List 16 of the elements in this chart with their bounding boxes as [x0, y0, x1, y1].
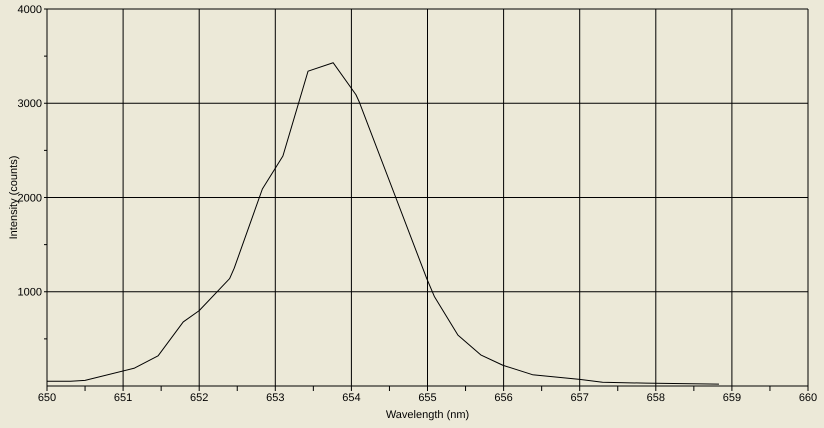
x-tick-label: 651 [114, 392, 132, 404]
x-tick-label: 652 [190, 392, 208, 404]
x-tick-label: 650 [38, 392, 56, 404]
x-tick-label: 654 [342, 392, 361, 404]
x-axis-title: Wavelength (nm) [386, 409, 470, 421]
y-tick-label: 2000 [18, 192, 42, 204]
y-tick-label: 4000 [18, 4, 42, 16]
x-tick-label: 658 [646, 392, 665, 404]
x-tick-label: 656 [494, 392, 513, 404]
x-tick-label: 659 [722, 392, 742, 404]
y-tick-label: 1000 [18, 286, 42, 299]
y-tick-label: 3000 [18, 98, 42, 110]
x-tick-label: 653 [266, 392, 284, 404]
x-tick-label: 657 [570, 392, 589, 404]
x-tick-label: 655 [418, 392, 437, 404]
x-tick-label: 660 [798, 392, 818, 404]
